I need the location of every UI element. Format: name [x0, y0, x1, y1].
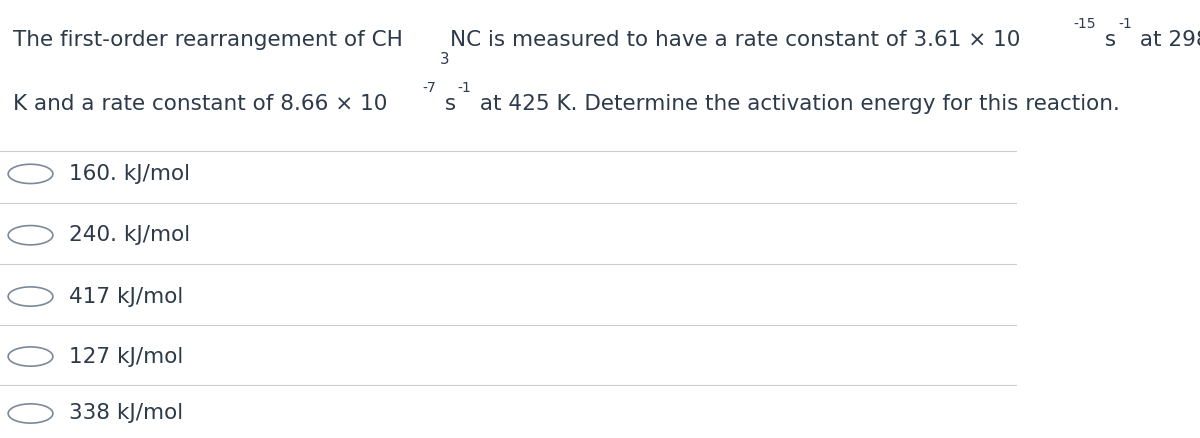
Text: -1: -1	[457, 81, 472, 95]
Text: 240. kJ/mol: 240. kJ/mol	[70, 225, 191, 245]
Text: -1: -1	[1118, 18, 1132, 32]
Text: K and a rate constant of 8.66 × 10: K and a rate constant of 8.66 × 10	[13, 93, 388, 113]
Text: NC is measured to have a rate constant of 3.61 × 10: NC is measured to have a rate constant o…	[450, 30, 1020, 50]
Text: s: s	[438, 93, 456, 113]
Text: at 425 K. Determine the activation energy for this reaction.: at 425 K. Determine the activation energ…	[473, 93, 1120, 113]
Text: 3: 3	[439, 52, 449, 67]
Text: 127 kJ/mol: 127 kJ/mol	[70, 346, 184, 367]
Text: -15: -15	[1074, 18, 1097, 32]
Text: s: s	[1098, 30, 1116, 50]
Text: The first-order rearrangement of CH: The first-order rearrangement of CH	[13, 30, 403, 50]
Text: at 298: at 298	[1133, 30, 1200, 50]
Text: 338 kJ/mol: 338 kJ/mol	[70, 403, 184, 424]
Text: 160. kJ/mol: 160. kJ/mol	[70, 164, 190, 184]
Text: -7: -7	[422, 81, 437, 95]
Text: 417 kJ/mol: 417 kJ/mol	[70, 286, 184, 307]
